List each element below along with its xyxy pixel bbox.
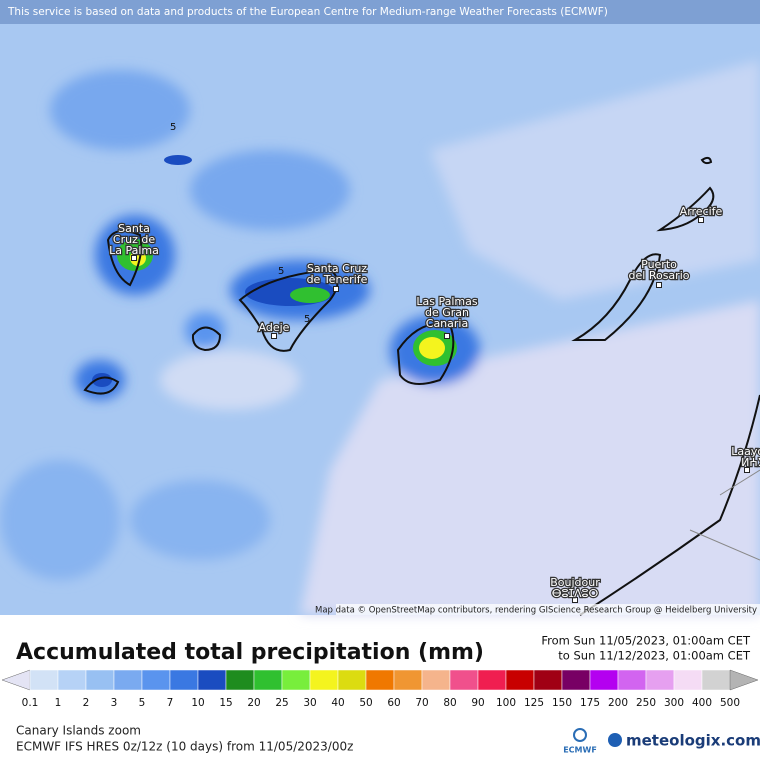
borders <box>689 469 760 561</box>
legend-tick-label: 90 <box>471 697 484 709</box>
meteologix-logo: meteologix.com <box>626 732 760 750</box>
legend-swatch <box>673 669 703 691</box>
place-label: Arrecife <box>680 205 723 218</box>
legend-tick-label: 80 <box>443 697 456 709</box>
legend-tick-label: 60 <box>387 697 400 709</box>
coastlines <box>83 156 760 616</box>
legend-tick-label: 300 <box>664 697 684 709</box>
period-from: From Sun 11/05/2023, 01:00am CET <box>541 634 751 648</box>
legend-arrow <box>729 669 759 691</box>
legend-swatch <box>337 669 367 691</box>
place-label: ⵍⵄⵢⵓⵏ <box>741 456 760 469</box>
legend-swatch <box>617 669 647 691</box>
footer-line: ECMWF IFS HRES 0z/12z (10 days) from 11/… <box>16 740 353 754</box>
place-label: Santa Cruz <box>307 262 367 275</box>
place-marker <box>333 286 339 292</box>
place-label: Canaria <box>426 317 468 330</box>
place-marker <box>656 282 662 288</box>
place-label: Cruz de <box>113 233 155 246</box>
legend-tick-label: 30 <box>303 697 316 709</box>
place-marker <box>744 467 750 473</box>
place-marker <box>698 217 704 223</box>
place-label: ⴱⵓⵊⴷⵓⵔ <box>552 587 599 600</box>
legend-swatch <box>365 669 395 691</box>
place-label: Santa <box>118 222 150 235</box>
footer-line: Canary Islands zoom <box>16 724 141 738</box>
place-marker <box>271 333 277 339</box>
legend-tick-label: 3 <box>111 697 118 709</box>
legend-swatch <box>421 669 451 691</box>
ecmwf-logo: ECMWF <box>563 746 597 755</box>
legend-swatch <box>561 669 591 691</box>
attribution-bg <box>336 604 760 615</box>
meteologix-icon <box>608 733 622 747</box>
legend-swatch <box>29 669 59 691</box>
legend-tick-label: 2 <box>83 697 90 709</box>
legend-tick-label: 125 <box>524 697 544 709</box>
notice: This service is based on data and produc… <box>7 6 608 18</box>
legend-swatch <box>477 669 507 691</box>
legend-swatch <box>281 669 311 691</box>
place-marker <box>572 597 578 603</box>
contour-label: 5 <box>304 314 310 325</box>
place-label: de Tenerife <box>307 273 368 286</box>
legend-arrow <box>1 669 31 691</box>
legend-swatch <box>197 669 227 691</box>
legend-tick-label: 25 <box>275 697 288 709</box>
legend-swatch <box>169 669 199 691</box>
place-marker <box>444 333 450 339</box>
legend-swatch <box>309 669 339 691</box>
legend-swatch <box>393 669 423 691</box>
legend-swatch <box>533 669 563 691</box>
notice-bar <box>0 0 760 24</box>
legend-swatch <box>113 669 143 691</box>
legend-tick-label: 15 <box>219 697 232 709</box>
legend-tick-label: 5 <box>139 697 146 709</box>
legend-swatch <box>589 669 619 691</box>
legend-swatch <box>701 669 731 691</box>
precip-field <box>0 0 760 615</box>
legend-tick-label: 150 <box>552 697 572 709</box>
place-label: La Palma <box>109 244 159 257</box>
legend-tick-label: 500 <box>720 697 740 709</box>
legend-tick-label: 1 <box>55 697 62 709</box>
place-label: Laayoune <box>731 445 760 458</box>
place-label: Puerto <box>641 258 677 271</box>
legend-swatch <box>141 669 171 691</box>
legend-tick-label: 400 <box>692 697 712 709</box>
place-label: de Gran <box>425 306 469 319</box>
legend-swatch <box>85 669 115 691</box>
legend-tick-label: 7 <box>167 697 174 709</box>
contour-label: 5 <box>278 266 284 277</box>
place-label: Boujdour <box>550 576 600 589</box>
place-label: del Rosario <box>629 269 690 282</box>
contour-label: 5 <box>170 122 176 133</box>
legend-tick-label: 0.1 <box>22 697 39 709</box>
legend-tick-label: 10 <box>191 697 204 709</box>
period-to: to Sun 11/12/2023, 01:00am CET <box>558 649 751 663</box>
legend-swatch <box>225 669 255 691</box>
legend-swatch <box>57 669 87 691</box>
legend-tick-label: 40 <box>331 697 344 709</box>
legend-tick-label: 200 <box>608 697 628 709</box>
legend-swatch <box>645 669 675 691</box>
legend-tick-label: 175 <box>580 697 600 709</box>
legend-tick-label: 70 <box>415 697 428 709</box>
legend-swatch <box>449 669 479 691</box>
place-marker <box>131 255 137 261</box>
legend-tick-label: 20 <box>247 697 260 709</box>
legend-tick-label: 100 <box>496 697 516 709</box>
place-label: Las Palmas <box>416 295 477 308</box>
legend-tick-label: 250 <box>636 697 656 709</box>
legend-swatch <box>253 669 283 691</box>
legend-tick-label: 50 <box>359 697 372 709</box>
legend-swatch <box>505 669 535 691</box>
title: Accumulated total precipitation (mm) <box>16 640 484 665</box>
attribution: Map data © OpenStreetMap contributors, r… <box>315 606 757 616</box>
place-label: Adeje <box>259 321 290 334</box>
ecmwf-icon <box>573 728 587 742</box>
